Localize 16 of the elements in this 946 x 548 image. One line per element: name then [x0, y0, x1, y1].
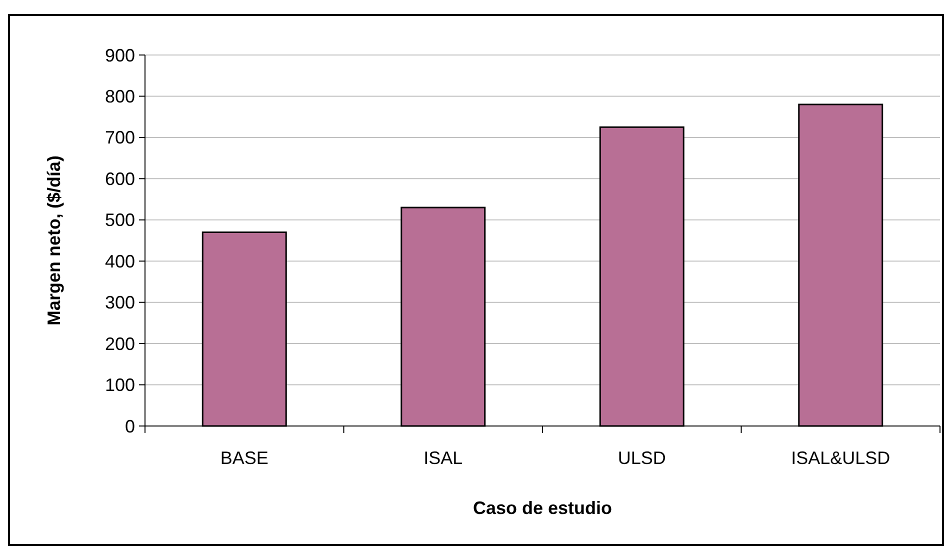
x-tick-label: ISAL — [424, 448, 463, 468]
y-tick-label: 500 — [104, 210, 135, 230]
x-tick-label: ISAL&ULSD — [791, 448, 890, 468]
y-tick-label: 200 — [104, 334, 135, 354]
x-tick-label: ULSD — [618, 448, 666, 468]
y-axis-title: Margen neto, ($/día) — [44, 155, 64, 326]
y-tick-label: 300 — [104, 292, 135, 313]
y-tick-label: 900 — [104, 45, 135, 66]
y-tick-label: 600 — [104, 168, 135, 189]
y-tick-label: 400 — [104, 251, 135, 272]
y-tick-label: 800 — [104, 86, 135, 107]
x-tick-label: BASE — [220, 448, 268, 468]
x-axis-title: Caso de estudio — [472, 498, 612, 518]
y-tick-label: 0 — [124, 416, 135, 436]
y-tick-label: 700 — [104, 128, 135, 148]
y-tick-label: 100 — [104, 375, 135, 396]
